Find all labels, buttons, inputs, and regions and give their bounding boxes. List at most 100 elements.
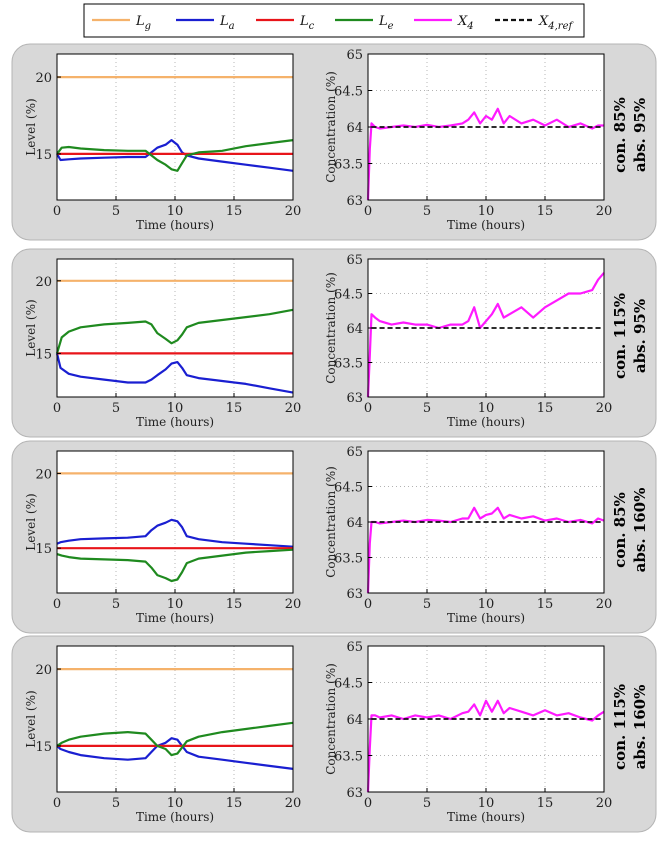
p4-condition-abs: abs. 160%: [631, 685, 649, 770]
p4-conc-xtick-2: 10: [478, 796, 495, 811]
p4-conc-series-X4: [366, 699, 605, 793]
p4-conc-ytick-0: 63: [346, 786, 363, 801]
p2-conc-ytick-4: 65: [346, 253, 363, 268]
p2-level-xtick-3: 15: [226, 401, 243, 416]
p1-condition-con: con. 85%: [611, 97, 629, 173]
legend-sub-1: a: [229, 21, 235, 32]
legend-name-2: L: [299, 14, 309, 29]
p4-level-xtick-2: 10: [167, 796, 184, 811]
p1-level-xtick-4: 20: [285, 204, 302, 219]
p3-level-plot-area: [57, 451, 293, 593]
p3-level-ytick-1: 20: [35, 467, 52, 482]
p2-conc-xtick-4: 20: [596, 401, 613, 416]
legend-name-5: X: [538, 14, 549, 29]
legend-name-0: L: [135, 14, 145, 29]
p3-conc-ytick-3: 64.5: [334, 481, 363, 496]
p4-level-xtick-0: 0: [53, 796, 61, 811]
panel-3: 0 5 10 15 20 15 20 Time (hours) Level (%) 0 5 10 15 2…: [11, 440, 657, 634]
legend-label-3: Le: [378, 14, 394, 32]
p2-level-xtick-2: 10: [167, 401, 184, 416]
p3-level-xtick-2: 10: [167, 597, 184, 612]
legend-label-1: La: [219, 14, 235, 32]
p2-level-xtick-1: 5: [112, 401, 120, 416]
p1-conc-ytick-4: 65: [346, 48, 363, 63]
legend-sub-2: c: [309, 21, 315, 32]
p1-conc-ytick-1: 63.5: [334, 158, 363, 173]
legend-sub-3: e: [388, 21, 394, 32]
p1-level-series-La: [56, 139, 294, 172]
p4-level-xtick-3: 15: [226, 796, 243, 811]
p2-level-ytick-1: 20: [35, 275, 52, 290]
p1-conc-ylabel: Concentration (%): [324, 71, 338, 183]
panel-2: 0 5 10 15 20 15 20 Time (hours) Level (%) 0 5 10 15 2…: [11, 248, 657, 438]
p3-conc-ytick-4: 65: [346, 445, 363, 460]
p1-condition-abs: abs. 95%: [631, 98, 649, 172]
p4-level-xtick-4: 20: [285, 796, 302, 811]
p1-level-series-Le: [56, 139, 294, 172]
p3-level-xtick-0: 0: [53, 597, 61, 612]
p1-conc-xtick-0: 0: [364, 204, 372, 219]
p4-level-ytick-0: 15: [35, 740, 52, 755]
p1-conc-xtick-1: 5: [423, 204, 431, 219]
p3-conc-ytick-1: 63.5: [334, 552, 363, 567]
p4-conc-ylabel: Concentration (%): [324, 663, 338, 775]
p3-level-ytick-0: 15: [35, 542, 52, 557]
legend-name-3: L: [378, 14, 388, 29]
p1-level-xtick-2: 10: [167, 204, 184, 219]
p4-conc-xtick-1: 5: [423, 796, 431, 811]
p1-conc-ytick-3: 64.5: [334, 85, 363, 100]
panel-4: 0 5 10 15 20 15 20 Time (hours) Level (%) 0 5 10 15 2…: [11, 635, 657, 833]
p3-conc-xlabel: Time (hours): [447, 611, 525, 625]
p4-level-ytick-1: 20: [35, 663, 52, 678]
p2-level-xtick-0: 0: [53, 401, 61, 416]
p2-level-xlabel: Time (hours): [136, 415, 214, 429]
p1-conc-xlabel: Time (hours): [447, 218, 525, 232]
p2-conc-ylabel: Concentration (%): [324, 272, 338, 384]
p2-level-xtick-4: 20: [285, 401, 302, 416]
panel-1: 0 5 10 15 20 15 20 Time (hours) Level (%) 0 5 10 15 2…: [11, 43, 657, 241]
p4-conc-xlabel: Time (hours): [447, 810, 525, 824]
p2-conc-ytick-2: 64: [346, 322, 363, 337]
p1-level-ytick-0: 15: [35, 148, 52, 163]
p2-conc-xtick-3: 15: [537, 401, 554, 416]
p3-level-xlabel: Time (hours): [136, 611, 214, 625]
p2-level-series-Le: [55, 308, 294, 354]
p3-level-xtick-4: 20: [285, 597, 302, 612]
p2-conc-xlabel: Time (hours): [447, 415, 525, 429]
p4-conc-ytick-4: 65: [346, 640, 363, 655]
p2-conc-ytick-1: 63.5: [334, 357, 363, 372]
p1-level-xtick-1: 5: [112, 204, 120, 219]
p2-level-series-La: [55, 353, 294, 394]
p4-conc-ytick-3: 64.5: [334, 677, 363, 692]
p3-conc-ylabel: Concentration (%): [324, 466, 338, 578]
p2-conc-ytick-0: 63: [346, 391, 363, 406]
p4-level-xtick-1: 5: [112, 796, 120, 811]
p3-condition-con: con. 85%: [611, 492, 629, 568]
p3-level-series-Le: [56, 548, 294, 583]
p2-conc-xtick-0: 0: [364, 401, 372, 416]
legend-label-4: X4: [457, 14, 474, 32]
p1-level-xlabel: Time (hours): [136, 218, 214, 232]
p4-condition-con: con. 115%: [611, 684, 629, 770]
p2-condition-con: con. 115%: [611, 293, 629, 379]
p4-level-ylabel: Level (%): [24, 690, 38, 747]
p2-level-ylabel: Level (%): [24, 299, 38, 356]
p4-conc-xtick-4: 20: [596, 796, 613, 811]
p1-conc-xtick-3: 15: [537, 204, 554, 219]
p3-level-ylabel: Level (%): [24, 493, 38, 550]
p2-conc-xtick-2: 10: [478, 401, 495, 416]
p4-level-series-La: [56, 737, 294, 770]
legend: Lg La Lc Le X4 X4,ref: [83, 3, 585, 38]
p3-conc-xtick-3: 15: [537, 597, 554, 612]
p3-conc-xtick-2: 10: [478, 597, 495, 612]
p3-conc-xtick-1: 5: [423, 597, 431, 612]
p1-conc-ytick-0: 63: [346, 194, 363, 209]
p1-conc-ytick-2: 64: [346, 121, 363, 136]
legend-label-2: Lc: [299, 14, 315, 32]
legend-sub-0: g: [145, 21, 151, 32]
p3-condition-abs: abs. 160%: [631, 488, 649, 573]
p2-condition-abs: abs. 95%: [631, 299, 649, 373]
p3-conc-xtick-0: 0: [364, 597, 372, 612]
